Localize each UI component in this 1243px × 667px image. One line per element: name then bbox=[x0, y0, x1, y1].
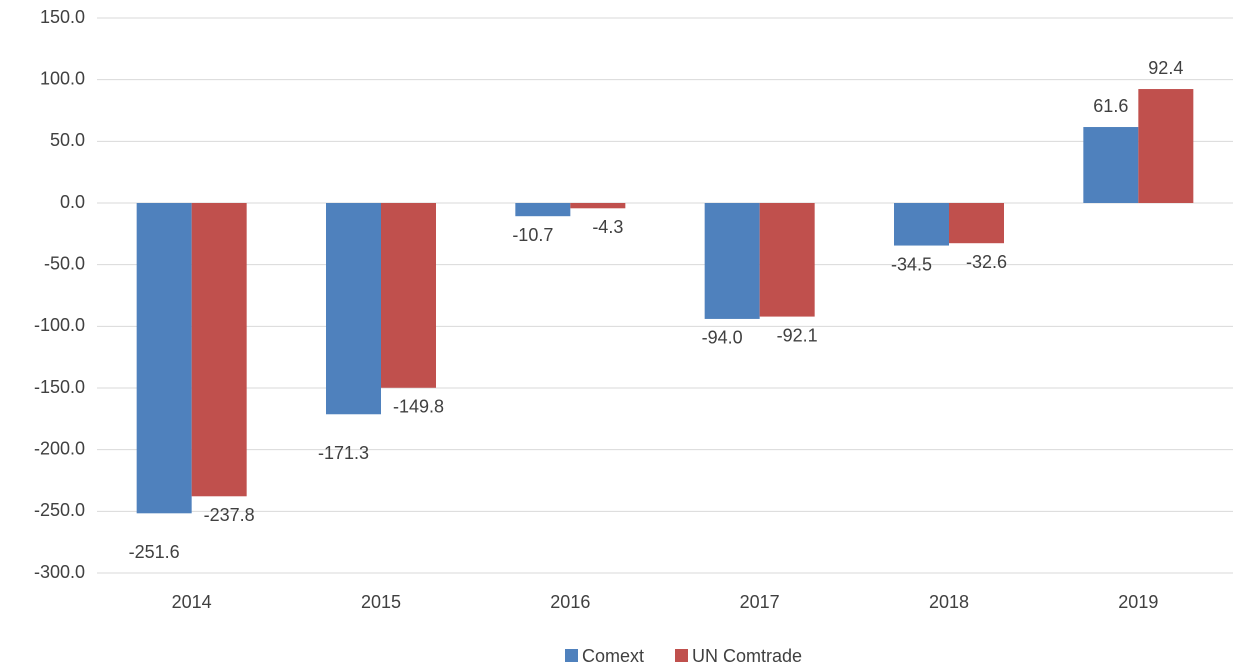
bar bbox=[191, 203, 247, 497]
bar bbox=[136, 203, 192, 514]
bar bbox=[759, 203, 815, 317]
y-tick-label: 150.0 bbox=[40, 7, 85, 27]
data-label: -4.3 bbox=[592, 217, 623, 237]
data-label: -92.1 bbox=[777, 325, 818, 345]
y-tick-label: -50.0 bbox=[44, 253, 85, 273]
x-tick-label: 2018 bbox=[929, 592, 969, 612]
y-tick-label: -250.0 bbox=[34, 500, 85, 520]
y-tick-label: 0.0 bbox=[60, 192, 85, 212]
data-label: -171.3 bbox=[318, 443, 369, 463]
data-label: 61.6 bbox=[1093, 96, 1128, 116]
x-tick-label: 2019 bbox=[1118, 592, 1158, 612]
x-tick-label: 2014 bbox=[172, 592, 212, 612]
bar bbox=[1083, 127, 1139, 203]
data-label: -34.5 bbox=[891, 254, 932, 274]
x-tick-label: 2017 bbox=[740, 592, 780, 612]
bar bbox=[1138, 89, 1194, 203]
bar bbox=[326, 203, 381, 415]
data-label: 92.4 bbox=[1148, 58, 1183, 78]
bar bbox=[570, 203, 626, 209]
y-tick-label: -150.0 bbox=[34, 377, 85, 397]
legend-swatch bbox=[565, 649, 578, 662]
x-tick-label: 2016 bbox=[550, 592, 590, 612]
y-tick-label: -200.0 bbox=[34, 438, 85, 458]
legend-swatch bbox=[675, 649, 688, 662]
bar bbox=[381, 203, 436, 388]
bar bbox=[949, 203, 1004, 244]
data-label: -94.0 bbox=[702, 328, 743, 348]
bar bbox=[704, 203, 760, 319]
data-label: -251.6 bbox=[129, 542, 180, 562]
y-tick-label: -100.0 bbox=[34, 315, 85, 335]
x-tick-label: 2015 bbox=[361, 592, 401, 612]
data-label: -237.8 bbox=[204, 505, 255, 525]
bar bbox=[894, 203, 949, 246]
data-label: -10.7 bbox=[512, 225, 553, 245]
y-tick-label: -300.0 bbox=[34, 562, 85, 582]
y-tick-label: 100.0 bbox=[40, 68, 85, 88]
legend-label: Comext bbox=[582, 646, 644, 666]
legend-label: UN Comtrade bbox=[692, 646, 802, 666]
data-label: -32.6 bbox=[966, 252, 1007, 272]
bar bbox=[515, 203, 571, 217]
y-tick-label: 50.0 bbox=[50, 130, 85, 150]
data-label: -149.8 bbox=[393, 397, 444, 417]
